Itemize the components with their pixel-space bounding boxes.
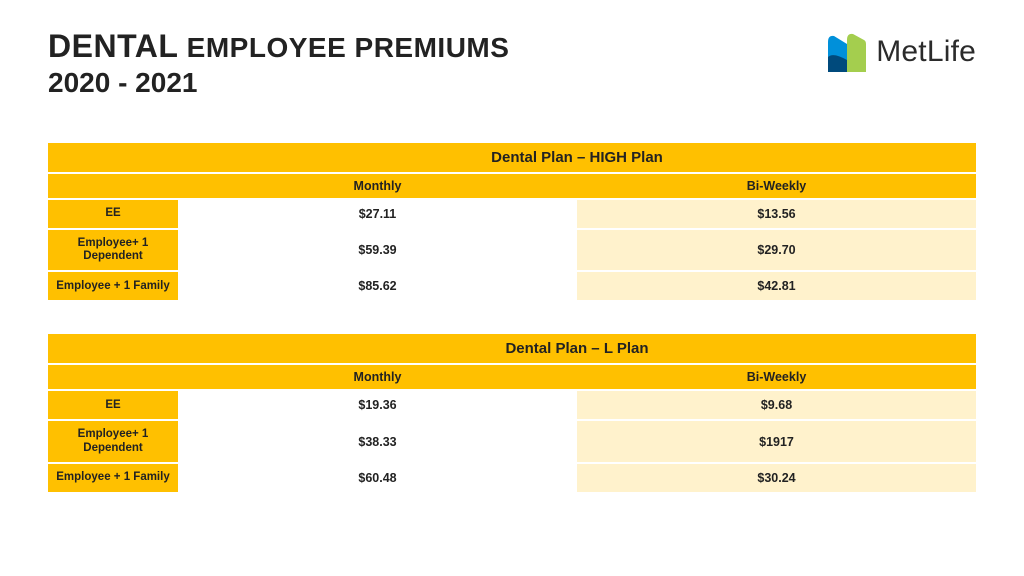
l-plan-table: Dental Plan – L Plan Monthly Bi-Weekly E… <box>48 334 976 491</box>
cell-monthly: $59.39 <box>178 229 577 271</box>
metlife-logo: MetLife <box>828 28 976 72</box>
row-label: Employee+ 1 Dependent <box>48 420 178 462</box>
table-corner <box>48 364 178 390</box>
table-row: Employee + 1 Family $60.48 $30.24 <box>48 463 976 492</box>
col-monthly: Monthly <box>178 173 577 199</box>
table-corner <box>48 173 178 199</box>
table-row: Employee+ 1 Dependent $38.33 $1917 <box>48 420 976 462</box>
table-corner <box>48 334 178 364</box>
cell-biweekly: $9.68 <box>577 390 976 420</box>
table-corner <box>48 143 178 173</box>
cell-monthly: $60.48 <box>178 463 577 492</box>
header: DENTAL EMPLOYEE PREMIUMS 2020 - 2021 Met… <box>48 28 976 99</box>
metlife-logo-icon <box>828 32 866 72</box>
row-label: Employee + 1 Family <box>48 463 178 492</box>
cell-biweekly: $42.81 <box>577 271 976 300</box>
cell-monthly: $27.11 <box>178 199 577 229</box>
row-label: Employee+ 1 Dependent <box>48 229 178 271</box>
row-label: EE <box>48 390 178 420</box>
cell-biweekly: $13.56 <box>577 199 976 229</box>
plan-title: Dental Plan – L Plan <box>178 334 976 364</box>
table-row: Employee+ 1 Dependent $59.39 $29.70 <box>48 229 976 271</box>
table-row: Employee + 1 Family $85.62 $42.81 <box>48 271 976 300</box>
cell-biweekly: $30.24 <box>577 463 976 492</box>
title-strong: DENTAL <box>48 28 178 64</box>
cell-monthly: $19.36 <box>178 390 577 420</box>
cell-monthly: $38.33 <box>178 420 577 462</box>
plan-title: Dental Plan – HIGH Plan <box>178 143 976 173</box>
cell-monthly: $85.62 <box>178 271 577 300</box>
cell-biweekly: $1917 <box>577 420 976 462</box>
col-biweekly: Bi-Weekly <box>577 173 976 199</box>
table-row: EE $27.11 $13.56 <box>48 199 976 229</box>
title-year: 2020 - 2021 <box>48 67 509 99</box>
row-label: Employee + 1 Family <box>48 271 178 300</box>
tables-container: Dental Plan – HIGH Plan Monthly Bi-Weekl… <box>48 143 976 492</box>
page-title: DENTAL EMPLOYEE PREMIUMS 2020 - 2021 <box>48 28 509 99</box>
title-rest: EMPLOYEE PREMIUMS <box>178 32 509 63</box>
table-row: EE $19.36 $9.68 <box>48 390 976 420</box>
metlife-logo-text: MetLife <box>876 35 976 69</box>
high-plan-table: Dental Plan – HIGH Plan Monthly Bi-Weekl… <box>48 143 976 300</box>
cell-biweekly: $29.70 <box>577 229 976 271</box>
col-biweekly: Bi-Weekly <box>577 364 976 390</box>
row-label: EE <box>48 199 178 229</box>
col-monthly: Monthly <box>178 364 577 390</box>
